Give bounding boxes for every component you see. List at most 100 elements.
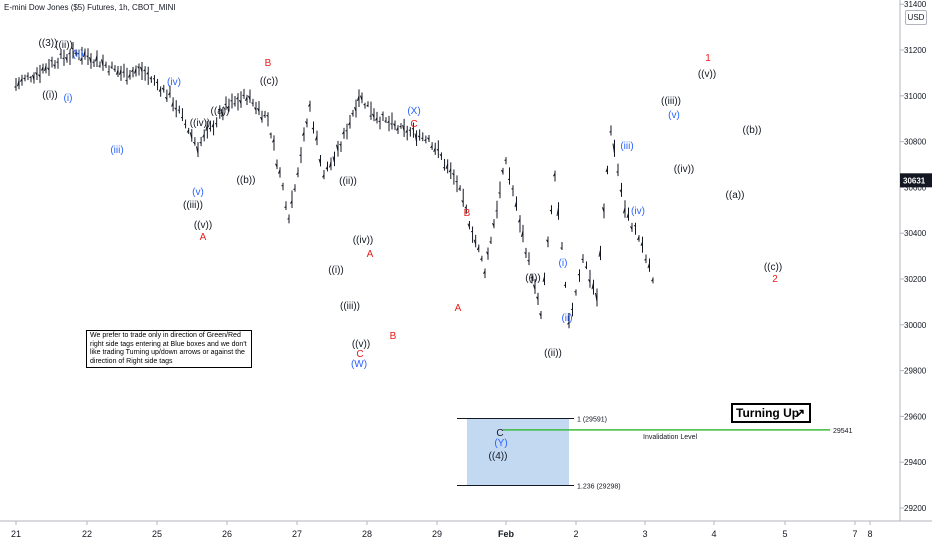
price-bar-open [168, 92, 171, 96]
x-tick-label: 26 [222, 529, 232, 539]
price-bar-open [171, 102, 174, 107]
wave-label-black: ((iii)) [183, 200, 203, 211]
price-bar-open [577, 273, 580, 276]
wave-label-black: ((v)) [698, 69, 716, 80]
price-bar-open [32, 74, 35, 81]
price-bar-open [536, 296, 539, 300]
price-bar-open [336, 144, 339, 152]
wave-label-blue: (i) [559, 258, 568, 269]
price-bar-open [122, 71, 125, 73]
wave-label-blue: (ii) [72, 49, 83, 60]
wave-label-black: ((ii)) [339, 176, 357, 187]
price-bar-open [193, 141, 196, 145]
price-bar-open [387, 120, 390, 124]
price-bar-open [296, 172, 299, 175]
price-bar-open [318, 158, 321, 164]
price-bar-open [202, 134, 205, 138]
x-tick-label: 8 [867, 529, 872, 539]
wave-label-black: ((c)) [260, 76, 278, 87]
wave-label-red: A [455, 303, 462, 314]
invalidation-value: 29541 [833, 428, 853, 435]
price-bar-open [486, 251, 489, 255]
price-bar-open [149, 77, 152, 80]
last-price-tag [900, 173, 932, 188]
wave-label-black: ((iii)) [661, 96, 681, 107]
price-bar-open [116, 69, 119, 75]
wave-label-blue: (iii) [620, 141, 633, 152]
price-bar-open [325, 166, 328, 170]
price-bar-open [381, 113, 384, 116]
price-bar-open [263, 114, 266, 117]
price-bar-open [20, 78, 23, 82]
price-bar-open [95, 55, 98, 62]
currency-button[interactable]: USD [905, 10, 927, 25]
price-bar-open [546, 239, 549, 243]
price-bar-open [137, 66, 140, 69]
wave-label-blue: (W) [351, 359, 367, 370]
x-tick-label: 3 [642, 529, 647, 539]
price-bar-open [439, 153, 442, 157]
price-bar-open [527, 259, 530, 262]
price-bar-open [637, 236, 640, 241]
wave-label-blue: (X) [407, 106, 420, 117]
price-bar-open [113, 68, 116, 71]
x-tick-label: 7 [852, 529, 857, 539]
price-bar-open [47, 67, 50, 71]
wave-label-red: B [265, 58, 272, 69]
y-tick-label: 31400 [904, 0, 927, 9]
price-bar-open [602, 207, 605, 213]
price-bar-open [524, 252, 527, 255]
wave-label-red: A [367, 249, 374, 260]
price-bar-open [158, 88, 162, 92]
price-bar-open [630, 226, 633, 230]
price-bar-open [633, 225, 636, 227]
price-bar-open [366, 104, 369, 107]
price-bar-open [143, 69, 146, 72]
wave-label-black: ((iv)) [674, 164, 695, 175]
x-tick-label: 5 [782, 529, 787, 539]
price-bar-open [248, 95, 251, 100]
price-bar-open [612, 143, 615, 154]
wave-label-black: ((a)) [726, 190, 745, 201]
price-bar-open [186, 129, 190, 133]
price-bar-open [211, 123, 215, 128]
price-bar-open [458, 187, 461, 190]
price-axis[interactable] [900, 0, 932, 550]
x-tick-label: 29 [432, 529, 442, 539]
wave-label-blue: (ii) [561, 313, 572, 324]
wave-label-blue: (v) [192, 187, 204, 198]
price-bar-open [588, 279, 591, 283]
price-bar-open [427, 137, 430, 141]
y-tick-label: 30800 [904, 138, 927, 147]
price-bar-open [461, 200, 464, 203]
price-bar-open [180, 116, 183, 119]
price-bar-open [315, 135, 318, 141]
price-bar-open [339, 143, 342, 146]
price-bar-open [302, 132, 305, 136]
price-bar-open [501, 169, 504, 174]
price-bar-open [199, 141, 202, 144]
wave-label-red: C [356, 349, 363, 360]
price-bar-open [372, 113, 375, 118]
price-bar-open [609, 130, 612, 133]
price-bar-open [411, 128, 414, 130]
price-bar-open [65, 56, 68, 61]
wave-label-black: ((i)) [42, 90, 58, 101]
y-tick-label: 30200 [904, 275, 927, 284]
price-bar-open [41, 66, 44, 71]
price-bar-open [556, 207, 559, 216]
price-bar-open [128, 74, 131, 78]
price-bar-open [533, 284, 536, 290]
wave-label-black: ((i)) [328, 265, 344, 276]
price-bar-open [605, 167, 608, 173]
price-bar-open [640, 241, 643, 246]
fib-1236-label: 1.236 (29298) [577, 484, 621, 491]
wave-label-black: ((b)) [237, 175, 256, 186]
price-bar-open [254, 107, 257, 111]
price-bar-open [514, 201, 517, 208]
x-tick-label: 25 [152, 529, 162, 539]
price-bar-open [623, 207, 626, 214]
price-bar-open [342, 131, 345, 135]
